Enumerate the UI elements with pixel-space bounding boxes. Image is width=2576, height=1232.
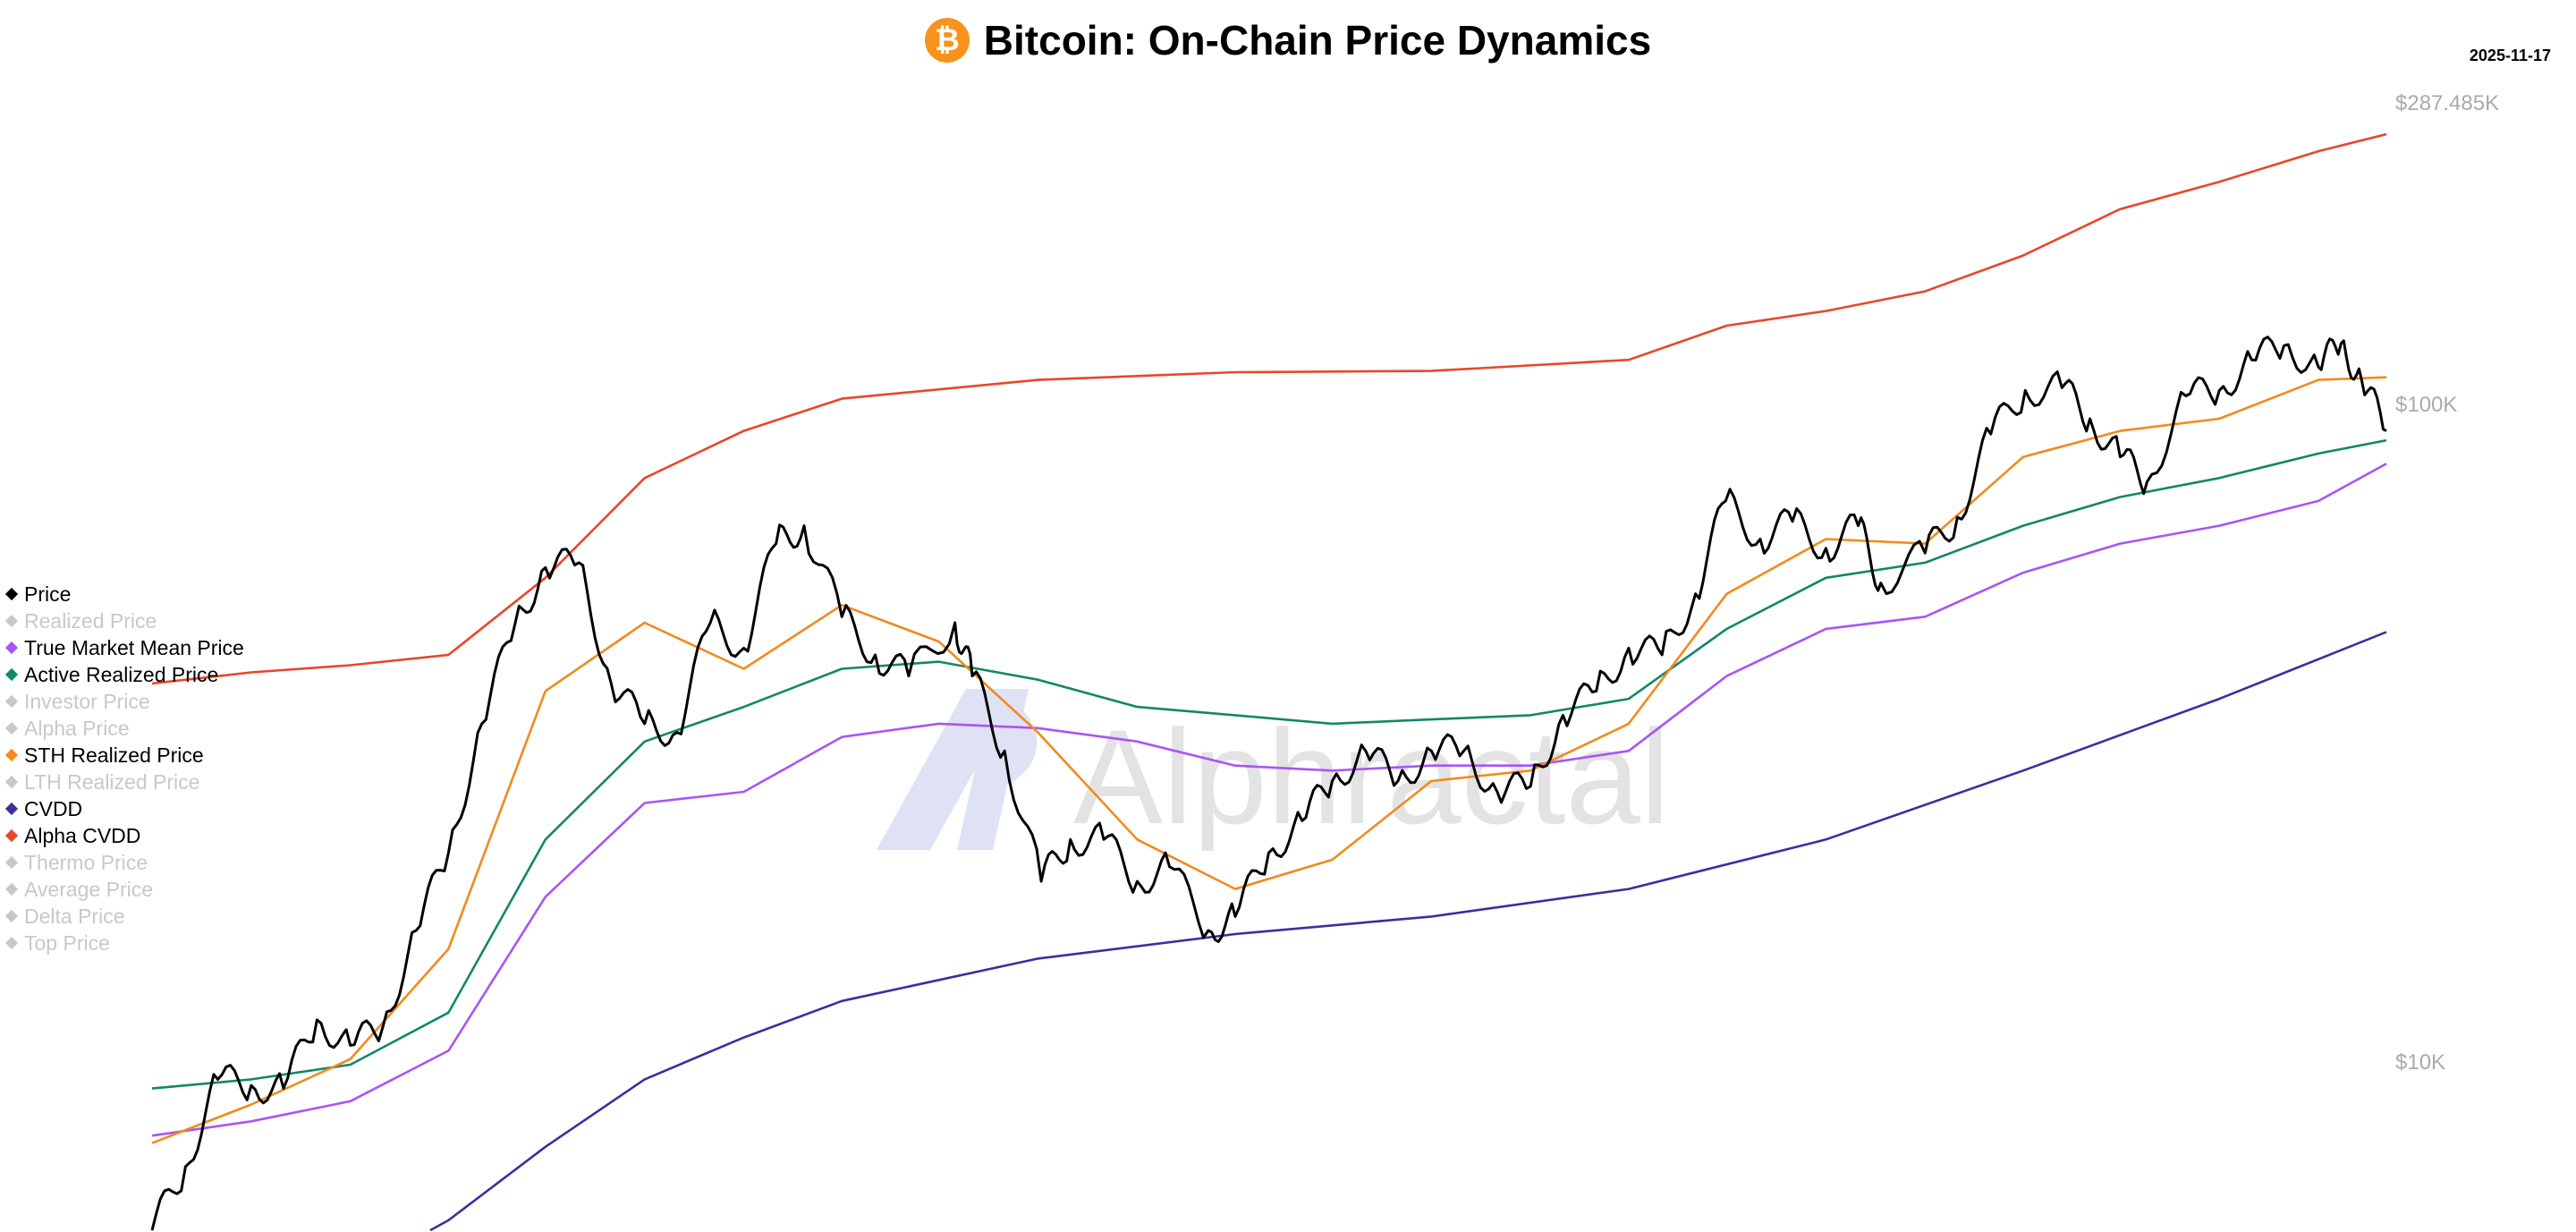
y-tick-label: $100K bbox=[2395, 393, 2458, 417]
legend-label: Investor Price bbox=[24, 689, 150, 713]
legend-label: Average Price bbox=[24, 877, 154, 901]
legend-label: Delta Price bbox=[24, 904, 125, 928]
legend-marker-icon bbox=[4, 641, 19, 655]
alphractal-logo bbox=[877, 689, 1038, 850]
series-line-cvdd bbox=[429, 631, 2387, 1232]
series-line-sth-realized-price bbox=[151, 376, 2387, 1144]
legend-item-thermo-price[interactable]: Thermo Price bbox=[4, 849, 244, 876]
legend-label: Alpha Price bbox=[24, 716, 130, 740]
legend-label: Alpha CVDD bbox=[24, 823, 141, 847]
legend-item-true-market-mean-price[interactable]: True Market Mean Price bbox=[4, 634, 244, 661]
legend-marker-icon bbox=[4, 882, 19, 896]
legend-marker-icon bbox=[4, 748, 19, 762]
series-line-price bbox=[150, 336, 2387, 1231]
legend-marker-icon bbox=[4, 855, 19, 870]
legend-item-price[interactable]: Price bbox=[4, 581, 244, 608]
series-line-true-market-mean-price bbox=[151, 463, 2387, 1137]
bitcoin-icon: ₿ bbox=[924, 18, 970, 63]
legend-item-sth-realized-price[interactable]: STH Realized Price bbox=[4, 742, 244, 769]
legend-item-alpha-price[interactable]: Alpha Price bbox=[4, 715, 244, 742]
legend-label: STH Realized Price bbox=[24, 743, 204, 767]
series-line-active-realized-price bbox=[151, 438, 2387, 1090]
watermark-text: Alphractal bbox=[1073, 701, 1670, 852]
legend-label: Top Price bbox=[24, 930, 110, 955]
legend-item-realized-price[interactable]: Realized Price bbox=[4, 608, 244, 634]
series-line-alpha-cvdd bbox=[151, 132, 2387, 685]
y-tick-label: $287.485K bbox=[2395, 90, 2500, 115]
chart-legend: Price Realized Price True Market Mean Pric… bbox=[4, 581, 244, 956]
watermark: Alphractal bbox=[877, 689, 1670, 852]
legend-item-active-realized-price[interactable]: Active Realized Price bbox=[4, 661, 244, 688]
chart-title: Bitcoin: On-Chain Price Dynamics bbox=[983, 17, 1652, 64]
chart-date: 2025-11-17 bbox=[2469, 47, 2551, 64]
legend-marker-icon bbox=[4, 936, 19, 950]
legend-item-average-price[interactable]: Average Price bbox=[4, 876, 244, 903]
legend-label: CVDD bbox=[24, 796, 83, 820]
legend-item-alpha-cvdd[interactable]: Alpha CVDD bbox=[4, 822, 244, 849]
legend-label: Price bbox=[24, 582, 72, 606]
legend-item-investor-price[interactable]: Investor Price bbox=[4, 688, 244, 715]
legend-marker-icon bbox=[4, 587, 19, 601]
y-tick-label: $10K bbox=[2395, 1050, 2446, 1075]
legend-marker-icon bbox=[4, 721, 19, 735]
legend-label: LTH Realized Price bbox=[24, 769, 200, 794]
legend-marker-icon bbox=[4, 802, 19, 816]
legend-label: True Market Mean Price bbox=[24, 635, 244, 659]
legend-marker-icon bbox=[4, 828, 19, 843]
legend-marker-icon bbox=[4, 614, 19, 628]
legend-label: Active Realized Price bbox=[24, 662, 219, 686]
legend-marker-icon bbox=[4, 694, 19, 709]
legend-marker-icon bbox=[4, 667, 19, 682]
legend-item-lth-realized-price[interactable]: LTH Realized Price bbox=[4, 769, 244, 795]
legend-item-delta-price[interactable]: Delta Price bbox=[4, 903, 244, 930]
legend-item-cvdd[interactable]: CVDD bbox=[4, 795, 244, 822]
legend-item-top-price[interactable]: Top Price bbox=[4, 930, 244, 956]
legend-label: Realized Price bbox=[24, 608, 157, 633]
chart-header: ₿ Bitcoin: On-Chain Price Dynamics bbox=[0, 16, 2576, 64]
legend-label: Thermo Price bbox=[24, 850, 148, 874]
legend-marker-icon bbox=[4, 909, 19, 923]
legend-marker-icon bbox=[4, 775, 19, 789]
